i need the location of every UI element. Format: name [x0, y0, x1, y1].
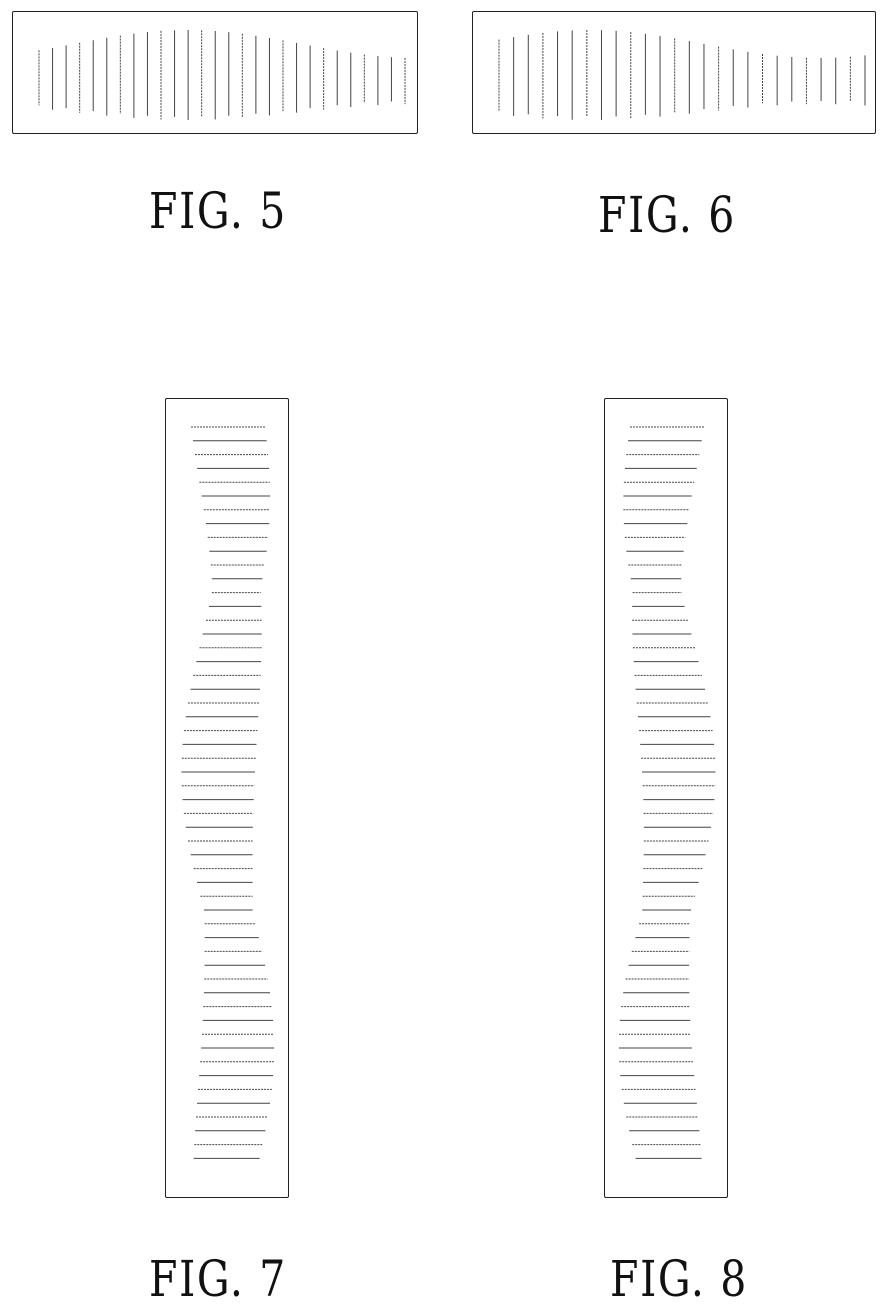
fig6-line-pattern	[472, 11, 876, 134]
fig5-pattern-canvas	[13, 12, 417, 133]
fig7-pattern-canvas	[166, 399, 288, 1197]
fig5-line-pattern	[12, 11, 418, 134]
fig8-pattern-canvas	[605, 399, 727, 1197]
fig8-line-pattern	[604, 398, 728, 1198]
fig6-caption: FIG. 6	[598, 186, 736, 244]
fig6-pattern-canvas	[473, 12, 875, 133]
fig8-caption: FIG. 8	[610, 1250, 748, 1308]
fig5-caption: FIG. 5	[149, 182, 287, 240]
fig7-caption: FIG. 7	[149, 1250, 287, 1308]
fig7-line-pattern	[165, 398, 289, 1198]
